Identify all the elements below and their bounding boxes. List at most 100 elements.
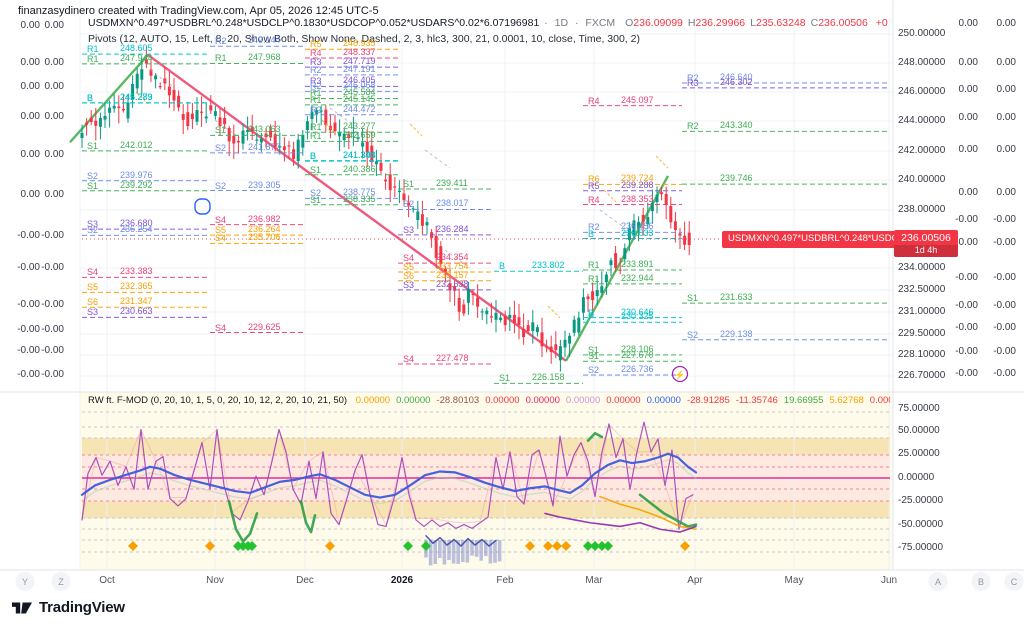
indicator-value: 0.00000 bbox=[869, 395, 890, 406]
candle-body bbox=[577, 317, 581, 333]
pivot-status-value: -0.00 bbox=[993, 272, 1016, 283]
pivot-status-value: 0.00 bbox=[20, 20, 40, 31]
candle-body bbox=[338, 131, 342, 137]
micro-dash-yellow bbox=[655, 155, 669, 169]
pivot-status-value: 0.00 bbox=[958, 144, 978, 155]
indicator-value: 0.00000 bbox=[565, 395, 601, 406]
time-axis-label: Feb bbox=[496, 575, 514, 586]
scale-button-b[interactable]: B bbox=[971, 572, 991, 591]
histogram-bar bbox=[470, 540, 474, 556]
pivots-indicator-legend[interactable]: Pivots (12, AUTO, 15, Left, 8, 20, Show … bbox=[88, 33, 640, 45]
pivot-status-value: -0.00 bbox=[955, 322, 978, 333]
pivot-status-value: -0.00 bbox=[41, 230, 64, 241]
candle-body bbox=[512, 314, 516, 324]
candle-body bbox=[282, 146, 286, 151]
candle-body bbox=[292, 149, 296, 159]
candle-body bbox=[190, 113, 194, 120]
time-axis-label: Oct bbox=[99, 575, 115, 586]
indicator-value: -28.80103 bbox=[436, 395, 480, 406]
candle-body bbox=[660, 192, 664, 195]
candle-body bbox=[361, 142, 365, 147]
lower-indicator-legend[interactable]: RW ft. F-MOD (0, 20, 10, 1, 5, 0, 20, 10… bbox=[88, 395, 890, 406]
scale-button-a[interactable]: A bbox=[928, 572, 948, 591]
candle-body bbox=[678, 233, 682, 236]
indicator-axis-tick: 50.00000 bbox=[898, 425, 940, 436]
pivot-status-value: 0.00 bbox=[996, 112, 1016, 123]
candle-body bbox=[351, 132, 355, 134]
price-axis-tick: 238.00000 bbox=[898, 204, 946, 215]
histogram-bar bbox=[438, 540, 442, 558]
candle-body bbox=[278, 146, 282, 148]
pivot-status-value: -0.00 bbox=[41, 299, 64, 310]
indicator-value: 5.62768 bbox=[829, 395, 864, 406]
candle-body bbox=[609, 260, 613, 266]
candle-body bbox=[503, 315, 507, 326]
candle-body bbox=[476, 297, 480, 307]
pivot-status-value: -0.00 bbox=[17, 262, 40, 273]
time-axis-label: Mar bbox=[585, 575, 603, 586]
candle-body bbox=[259, 138, 263, 143]
candle-body bbox=[370, 145, 374, 163]
pivot-status-value: -0.00 bbox=[993, 368, 1016, 379]
pivot-status-value: 0.00 bbox=[958, 84, 978, 95]
candle-body bbox=[241, 130, 245, 144]
candle-body bbox=[614, 253, 618, 268]
tradingview-logo-text: TradingView bbox=[39, 599, 125, 616]
histogram-bar bbox=[493, 540, 497, 563]
price-axis-tick: 244.00000 bbox=[898, 115, 946, 126]
candle-body bbox=[618, 269, 622, 271]
price-axis-tick: 229.50000 bbox=[898, 328, 946, 339]
ohlc-value: 235.63248 bbox=[755, 17, 806, 29]
symbol-legend[interactable]: USDMXN^0.497*USDBRL^0.248*USDCLP^0.1830*… bbox=[88, 17, 888, 29]
scale-button-z[interactable]: Z bbox=[51, 572, 71, 591]
scale-button-c[interactable]: C bbox=[1004, 572, 1024, 591]
time-axis-label: May bbox=[784, 575, 804, 586]
signal-diamond bbox=[205, 541, 215, 551]
candle-body bbox=[246, 130, 250, 132]
oscillator-green-segment bbox=[638, 493, 698, 528]
pivot-status-value: 0.00 bbox=[44, 20, 64, 31]
candle-body bbox=[356, 137, 360, 139]
change-value: +0.02883 (+0.01%) bbox=[875, 17, 888, 29]
candle-body bbox=[655, 194, 659, 203]
pivot-status-value: -0.00 bbox=[993, 300, 1016, 311]
histogram-bar bbox=[442, 540, 447, 565]
candle-body bbox=[581, 297, 585, 313]
candle-body bbox=[218, 117, 222, 127]
candle-body bbox=[296, 139, 300, 162]
candle-body bbox=[365, 141, 369, 153]
candle-body bbox=[558, 346, 562, 361]
lightning-icon: ⚡ bbox=[674, 369, 685, 381]
histogram-bar bbox=[497, 540, 502, 562]
indicator-value: -11.35746 bbox=[735, 395, 778, 406]
candle-body bbox=[600, 286, 604, 293]
signal-diamond bbox=[525, 541, 535, 551]
pivot-status-value: -0.00 bbox=[17, 324, 40, 335]
oscillator-purple-segment bbox=[544, 512, 697, 533]
interval-label[interactable]: 1D bbox=[554, 17, 569, 29]
candle-body bbox=[167, 86, 171, 96]
candle-body bbox=[227, 128, 231, 142]
candle-body bbox=[108, 107, 112, 113]
histogram-bar bbox=[488, 540, 493, 564]
candle-body bbox=[508, 314, 512, 319]
tradingview-logo-icon bbox=[12, 602, 32, 613]
micro-dash-gray bbox=[329, 107, 356, 127]
ohlc-value: 236.09099 bbox=[633, 17, 683, 29]
current-price-value: 236.00506 bbox=[901, 232, 951, 244]
candle-body bbox=[623, 248, 627, 260]
indicator-value: 0.00000 bbox=[646, 395, 681, 406]
pivot-status-value: -0.00 bbox=[955, 368, 978, 379]
candle-body bbox=[89, 117, 93, 123]
candle-body bbox=[135, 73, 139, 89]
micro-dash-gray bbox=[149, 69, 176, 89]
candle-body bbox=[683, 235, 687, 245]
candle-body bbox=[103, 115, 107, 120]
micro-dash-yellow bbox=[321, 119, 335, 133]
tradingview-logo[interactable]: TradingView bbox=[12, 599, 125, 616]
indicator-axis-tick: 0.00000 bbox=[898, 472, 935, 483]
micro-dash-gray bbox=[444, 249, 471, 269]
scale-button-y[interactable]: Y bbox=[15, 572, 35, 591]
candle-body bbox=[411, 208, 415, 210]
